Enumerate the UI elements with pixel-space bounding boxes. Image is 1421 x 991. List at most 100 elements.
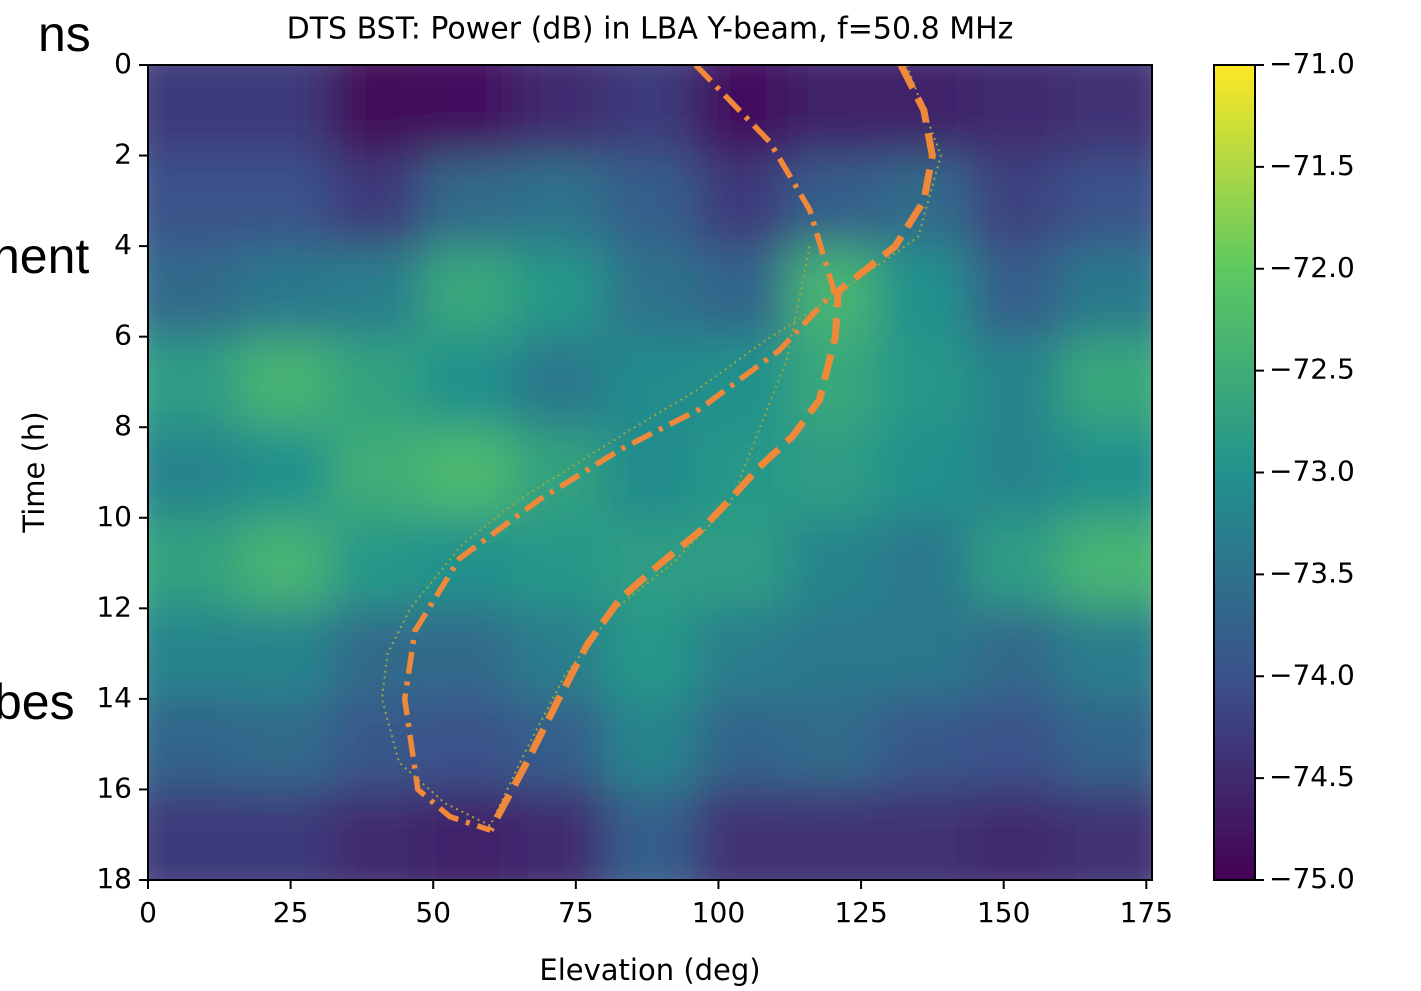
heat-cell (695, 698, 788, 791)
colorbar-step (1214, 146, 1255, 152)
heat-cell (239, 246, 332, 338)
curve (487, 65, 936, 832)
heat-cell (878, 155, 971, 248)
colorbar-step (1214, 635, 1255, 641)
colorbar-step (1214, 130, 1255, 135)
colorbar-step (1214, 73, 1255, 78)
colorbar-step (1214, 582, 1255, 588)
heat-cell (604, 155, 697, 248)
colorbar-step (1214, 272, 1255, 278)
heat-cell (878, 336, 971, 429)
colorbar-step (1214, 484, 1255, 490)
heat-cell (878, 698, 971, 791)
colorbar-step (1214, 505, 1255, 510)
y-tick-label: 6 (114, 319, 132, 352)
colorbar-step (1214, 464, 1255, 470)
colorbar-tick-label: −71.0 (1269, 47, 1355, 80)
colorbar-step (1214, 419, 1255, 425)
colorbar-step (1214, 472, 1255, 478)
colorbar-step (1214, 476, 1255, 482)
colorbar-step (1214, 370, 1255, 376)
colorbar-step (1214, 191, 1255, 196)
colorbar-step (1214, 215, 1255, 221)
colorbar-step (1214, 684, 1255, 690)
colorbar-step (1214, 765, 1255, 771)
colorbar-tick-label: −73.5 (1269, 556, 1355, 589)
heat-cell (786, 336, 880, 429)
heat-cell (148, 698, 241, 791)
colorbar-step (1214, 847, 1255, 853)
colorbar-step (1214, 236, 1255, 241)
heat-cell (513, 517, 606, 610)
heat-cell (969, 336, 1062, 429)
heat-cell (878, 246, 971, 338)
colorbar-step (1214, 374, 1255, 380)
heat-cell (878, 608, 971, 700)
colorbar-step (1214, 117, 1255, 123)
colorbar-step (1214, 664, 1255, 669)
colorbar-step (1214, 659, 1255, 665)
colorbar-step (1214, 647, 1255, 653)
colorbar-step (1214, 268, 1255, 274)
colorbar-step (1214, 403, 1255, 408)
colorbar-step (1214, 150, 1255, 156)
colorbar-step (1214, 154, 1255, 160)
y-tick-label: 14 (96, 681, 132, 714)
y-tick-label: 18 (96, 862, 132, 895)
heat-cell (969, 789, 1062, 880)
colorbar-step (1214, 651, 1255, 657)
heat-cell (695, 65, 788, 157)
colorbar-step (1214, 818, 1255, 824)
colorbar-step (1214, 554, 1255, 559)
colorbar-step (1214, 158, 1255, 164)
colorbar-step (1214, 65, 1255, 70)
colorbar-step (1214, 346, 1255, 351)
y-tick-label: 12 (96, 590, 132, 623)
colorbar-step (1214, 260, 1255, 266)
y-tick-label: 16 (96, 771, 132, 804)
colorbar-tick-label: −74.5 (1269, 760, 1355, 793)
heat-cell (695, 427, 788, 519)
colorbar-step (1214, 166, 1255, 172)
slide-text: bes (0, 674, 75, 730)
colorbar-step (1214, 509, 1255, 514)
heat-cell (513, 608, 606, 700)
colorbar-step (1214, 179, 1255, 184)
y-tick-label: 2 (114, 138, 132, 171)
heat-cell (148, 608, 241, 700)
heat-cell (604, 65, 697, 157)
heat-cell (969, 517, 1062, 610)
colorbar-step (1214, 529, 1255, 535)
heat-cell (695, 517, 788, 610)
colorbar-step (1214, 195, 1255, 201)
colorbar-step (1214, 839, 1255, 844)
colorbar-step (1214, 541, 1255, 547)
heat-cell (239, 155, 332, 248)
colorbar-step (1214, 594, 1255, 600)
heat-cell (148, 336, 241, 429)
heat-cell (695, 608, 788, 700)
colorbar-step (1214, 606, 1255, 612)
heat-cell (1060, 155, 1152, 248)
heat-cell (239, 65, 332, 157)
colorbar-step (1214, 558, 1255, 563)
colorbar-step (1214, 85, 1255, 91)
colorbar-step (1214, 448, 1255, 453)
heat-cell (1060, 608, 1152, 700)
colorbar-step (1214, 321, 1255, 327)
y-tick-label: 4 (114, 228, 132, 261)
heat-cell (1060, 336, 1152, 429)
heat-cell (513, 427, 606, 519)
heat-cell (330, 789, 423, 880)
colorbar-step (1214, 717, 1255, 722)
colorbar-step (1214, 228, 1255, 233)
colorbar-step (1214, 309, 1255, 315)
colorbar-step (1214, 240, 1255, 245)
colorbar-step (1214, 456, 1255, 461)
colorbar-step (1214, 745, 1255, 751)
colorbar-step (1214, 562, 1255, 567)
colorbar-step (1214, 305, 1255, 311)
colorbar-step (1214, 704, 1255, 710)
colorbar-step (1214, 113, 1255, 119)
